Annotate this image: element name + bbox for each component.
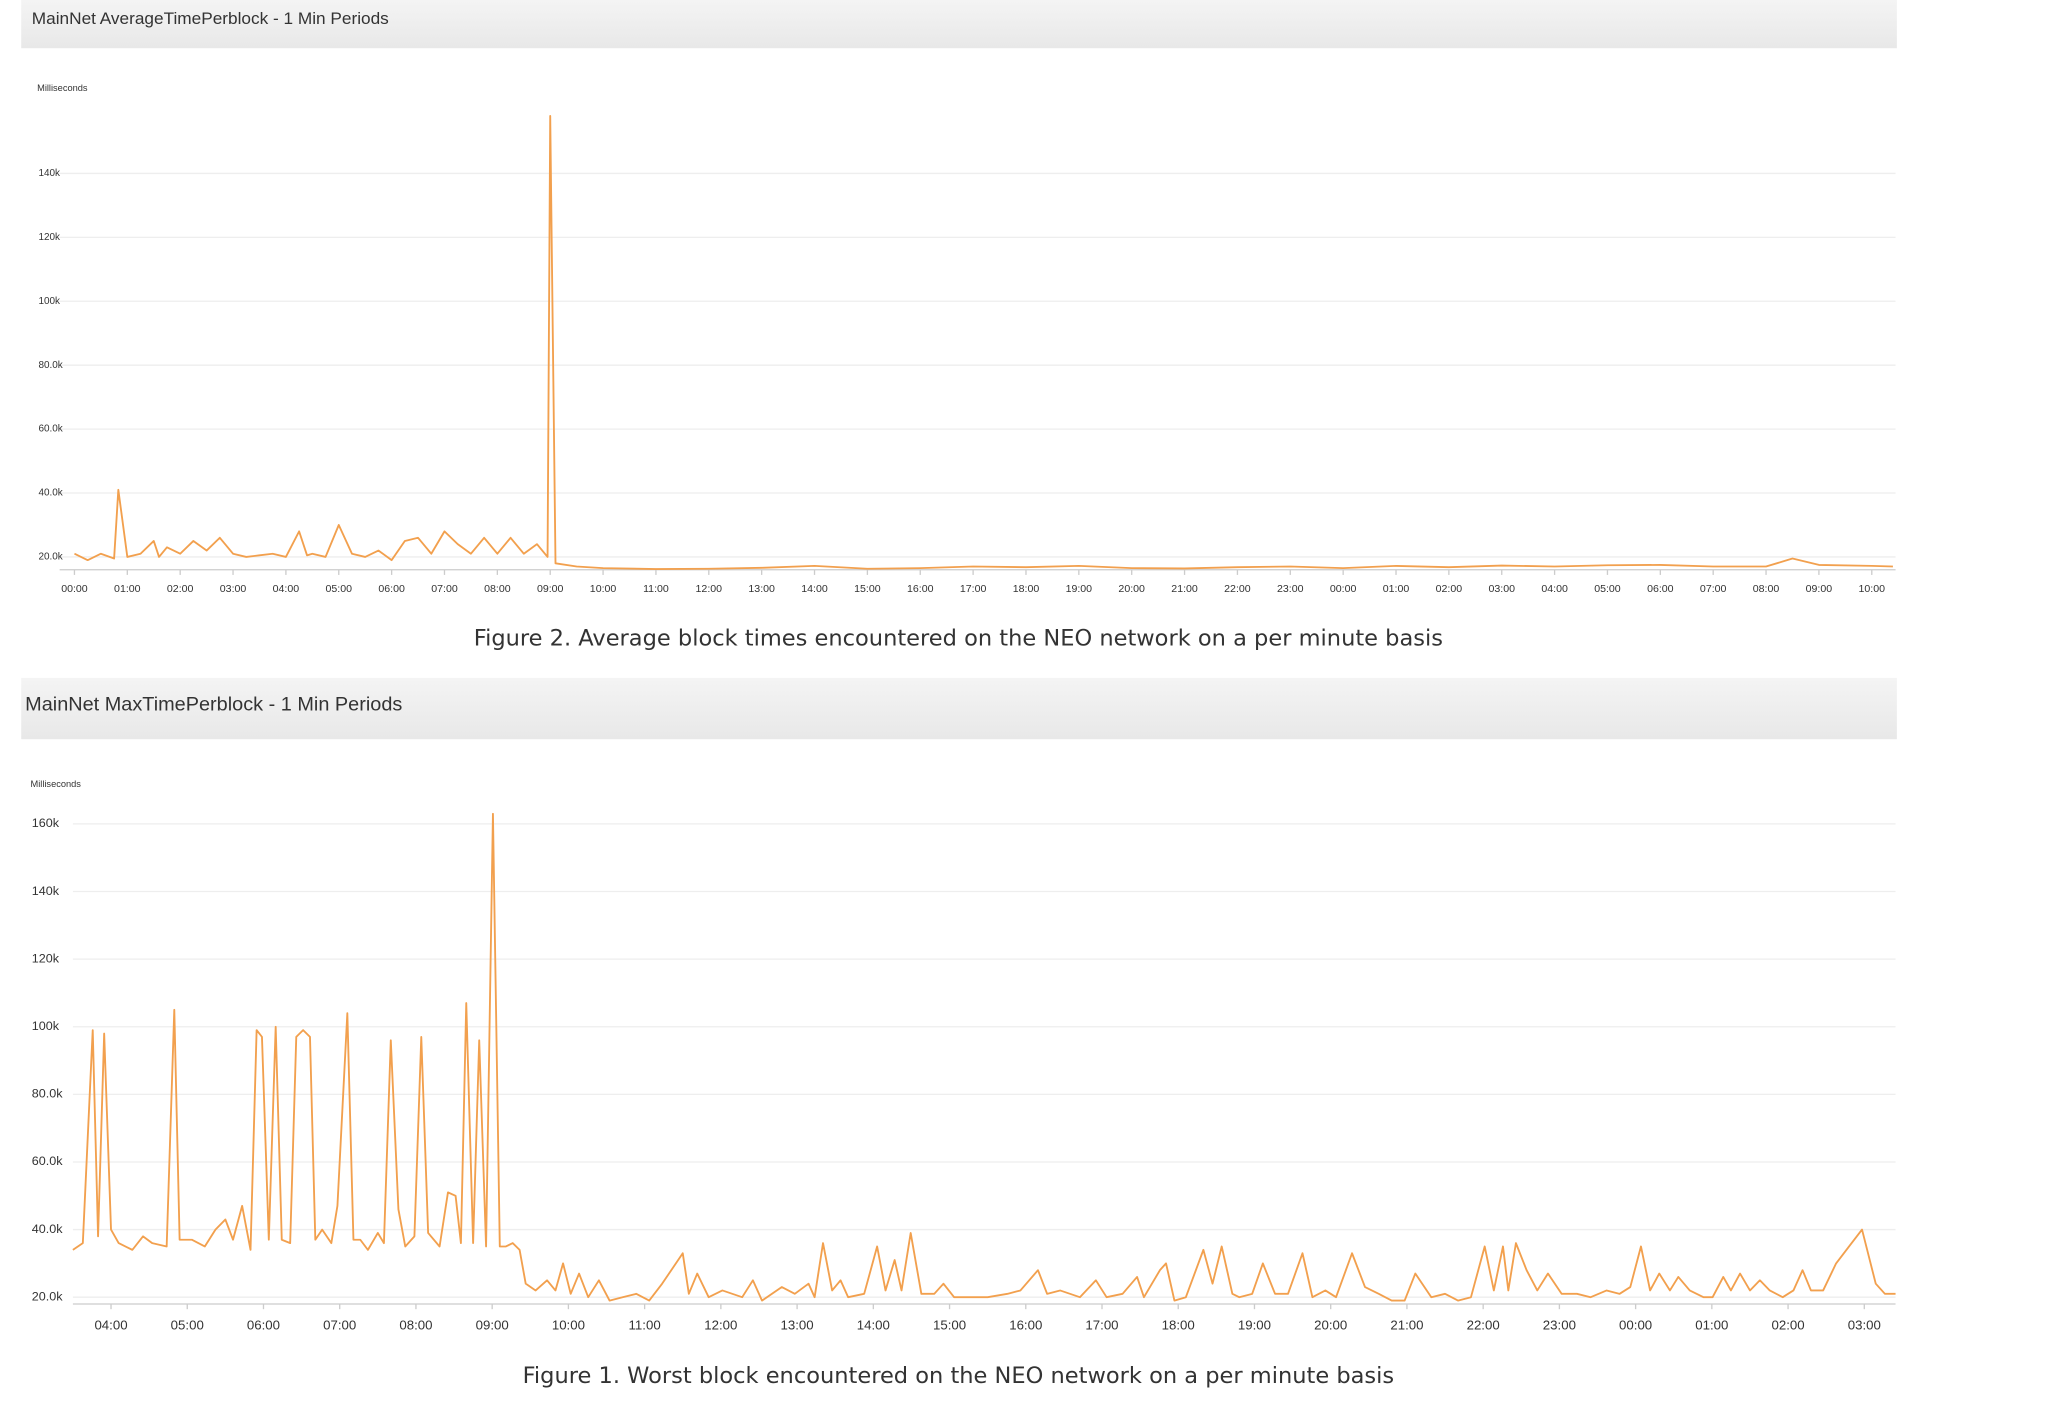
y-tick-label: 140k: [32, 884, 60, 898]
x-tick-label: 02:00: [167, 583, 194, 595]
x-tick-label: 11:00: [629, 1317, 661, 1332]
x-tick-label: 03:00: [1488, 583, 1515, 595]
x-tick-label: 16:00: [907, 583, 934, 595]
x-tick-label: 09:00: [476, 1317, 509, 1332]
x-tick-label: 00:00: [61, 583, 88, 595]
x-tick-label: 12:00: [704, 1317, 737, 1332]
x-tick-label: 06:00: [247, 1317, 280, 1332]
x-tick-label: 20:00: [1118, 583, 1145, 595]
x-tick-label: 07:00: [323, 1317, 356, 1332]
x-tick-label: 10:00: [590, 583, 617, 595]
y-tick-label: 80.0k: [32, 1087, 64, 1101]
x-tick-label: 00:00: [1619, 1317, 1652, 1332]
x-tick-label: 14:00: [857, 1317, 890, 1332]
x-tick-label: 05:00: [171, 1317, 204, 1332]
x-tick-label: 00:00: [1330, 583, 1357, 595]
x-tick-label: 01:00: [1383, 583, 1410, 595]
x-tick-label: 08:00: [1753, 583, 1780, 595]
y-tick-label: 140k: [38, 168, 60, 179]
x-tick-label: 04:00: [94, 1317, 127, 1332]
x-tick-label: 10:00: [552, 1317, 585, 1332]
x-tick-label: 22:00: [1467, 1317, 1500, 1332]
title-bar: [21, 677, 1897, 740]
x-tick-label: 02:00: [1772, 1317, 1805, 1332]
title-bar: [21, 0, 1897, 49]
y-tick-label: 60.0k: [32, 1154, 64, 1168]
x-tick-label: 21:00: [1171, 583, 1198, 595]
y-tick-label: 80.0k: [38, 360, 62, 371]
x-tick-label: 15:00: [933, 1317, 966, 1332]
y-tick-label: 20.0k: [32, 1290, 64, 1304]
x-tick-label: 03:00: [220, 583, 247, 595]
x-tick-label: 09:00: [537, 583, 564, 595]
y-tick-label: 100k: [32, 1019, 60, 1033]
x-tick-label: 16:00: [1009, 1317, 1042, 1332]
y-tick-label: 60.0k: [38, 424, 62, 435]
x-tick-label: 01:00: [114, 583, 141, 595]
x-tick-label: 08:00: [399, 1317, 432, 1332]
x-tick-label: 05:00: [326, 583, 353, 595]
y-tick-label: 20.0k: [38, 552, 62, 563]
x-tick-label: 07:00: [1700, 583, 1727, 595]
x-tick-label: 18:00: [1013, 583, 1040, 595]
x-tick-label: 22:00: [1224, 583, 1251, 595]
x-tick-label: 03:00: [1848, 1317, 1881, 1332]
x-tick-label: 17:00: [960, 583, 987, 595]
data-line: [72, 812, 1896, 1302]
x-tick-label: 15:00: [854, 583, 881, 595]
x-tick-label: 13:00: [748, 583, 775, 595]
y-tick-label: 40.0k: [32, 1222, 64, 1236]
x-tick-label: 09:00: [1806, 583, 1833, 595]
x-tick-label: 20:00: [1314, 1317, 1347, 1332]
x-tick-label: 10:00: [1859, 583, 1886, 595]
x-tick-label: 04:00: [273, 583, 300, 595]
x-tick-label: 21:00: [1390, 1317, 1423, 1332]
y-tick-label: 40.0k: [38, 488, 62, 499]
figure-caption: Figure 1. Worst block encountered on the…: [523, 1363, 1395, 1389]
x-tick-label: 19:00: [1066, 583, 1093, 595]
y-axis-label: Milliseconds: [30, 779, 81, 789]
x-tick-label: 06:00: [378, 583, 405, 595]
x-tick-label: 07:00: [431, 583, 458, 595]
x-tick-label: 12:00: [696, 583, 723, 595]
x-tick-label: 01:00: [1695, 1317, 1728, 1332]
x-tick-label: 13:00: [781, 1317, 814, 1332]
x-tick-label: 23:00: [1277, 583, 1304, 595]
x-tick-label: 02:00: [1436, 583, 1463, 595]
y-tick-label: 160k: [32, 816, 60, 830]
x-tick-label: 19:00: [1238, 1317, 1271, 1332]
data-line: [74, 115, 1893, 570]
x-tick-label: 11:00: [643, 583, 669, 595]
x-tick-label: 04:00: [1541, 583, 1568, 595]
x-tick-label: 18:00: [1162, 1317, 1195, 1332]
x-tick-label: 06:00: [1647, 583, 1674, 595]
y-tick-label: 120k: [38, 232, 60, 243]
x-tick-label: 14:00: [801, 583, 828, 595]
chart-title: MainNet AverageTimePerblock - 1 Min Peri…: [32, 9, 389, 28]
x-tick-label: 05:00: [1594, 583, 1621, 595]
x-tick-label: 23:00: [1543, 1317, 1576, 1332]
y-tick-label: 120k: [32, 951, 60, 965]
y-tick-label: 100k: [38, 296, 60, 307]
x-tick-label: 17:00: [1085, 1317, 1118, 1332]
chart-title: MainNet MaxTimePerblock - 1 Min Periods: [25, 694, 402, 716]
x-tick-label: 08:00: [484, 583, 511, 595]
y-axis-label: Milliseconds: [37, 83, 88, 93]
figure-caption: Figure 2. Average block times encountere…: [474, 625, 1443, 651]
